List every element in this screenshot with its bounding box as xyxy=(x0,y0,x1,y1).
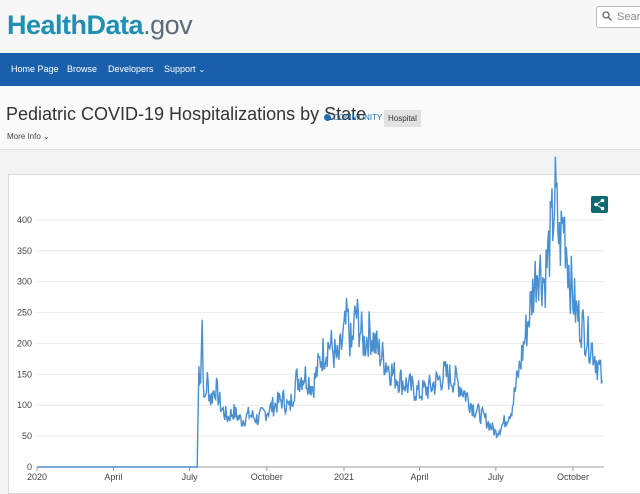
x-tick-label: 2020 xyxy=(27,472,47,482)
share-icon xyxy=(594,198,605,211)
y-tick-label: 200 xyxy=(17,338,32,348)
community-icon xyxy=(324,114,331,121)
y-tick-label: 300 xyxy=(17,277,32,287)
series-line xyxy=(37,156,603,468)
logo-gov-text: .gov xyxy=(143,10,193,40)
search-input[interactable]: Searc xyxy=(596,6,640,28)
chart-panel xyxy=(8,174,640,494)
search-icon xyxy=(602,11,612,21)
x-tick-label: October xyxy=(557,472,589,482)
main-nav: Home Page Browse Developers Support ⌄ xyxy=(0,53,640,86)
logo-health-text: Health xyxy=(7,10,87,40)
y-tick-label: 0 xyxy=(27,462,32,472)
y-tick-label: 50 xyxy=(22,431,32,441)
chevron-down-icon: ⌄ xyxy=(43,132,50,141)
page-header: Pediatric COVID-19 Hospitalizations by S… xyxy=(0,86,640,150)
y-tick-label: 400 xyxy=(17,215,32,225)
y-tick-label: 100 xyxy=(17,400,32,410)
logo-data-text: Data xyxy=(86,10,144,40)
nav-home-page[interactable]: Home Page xyxy=(11,64,59,74)
x-tick-label: April xyxy=(104,472,122,482)
share-button[interactable] xyxy=(591,196,608,213)
x-tick-label: July xyxy=(182,472,199,482)
category-tag[interactable]: Hospital xyxy=(384,110,421,127)
chevron-down-icon: ⌄ xyxy=(198,65,206,74)
community-label: COMMUNITY xyxy=(333,113,383,122)
more-info-toggle[interactable]: More Info ⌄ xyxy=(7,132,50,141)
x-tick-label: July xyxy=(488,472,505,482)
nav-support[interactable]: Support ⌄ xyxy=(164,64,205,74)
y-tick-label: 150 xyxy=(17,369,32,379)
x-tick-label: October xyxy=(251,472,283,482)
nav-support-label: Support xyxy=(164,64,196,74)
nav-developers[interactable]: Developers xyxy=(108,64,154,74)
y-tick-label: 350 xyxy=(17,246,32,256)
more-info-label: More Info xyxy=(7,132,41,141)
site-header: HealthData.gov Searc xyxy=(0,0,640,53)
site-logo[interactable]: HealthData.gov xyxy=(7,10,193,41)
page-title: Pediatric COVID-19 Hospitalizations by S… xyxy=(6,104,367,124)
x-tick-label: April xyxy=(410,472,428,482)
nav-browse[interactable]: Browse xyxy=(67,64,98,74)
search-placeholder: Searc xyxy=(617,11,640,23)
x-tick-label: 2021 xyxy=(334,472,354,482)
community-badge[interactable]: COMMUNITY xyxy=(324,113,382,122)
y-tick-label: 250 xyxy=(17,308,32,318)
